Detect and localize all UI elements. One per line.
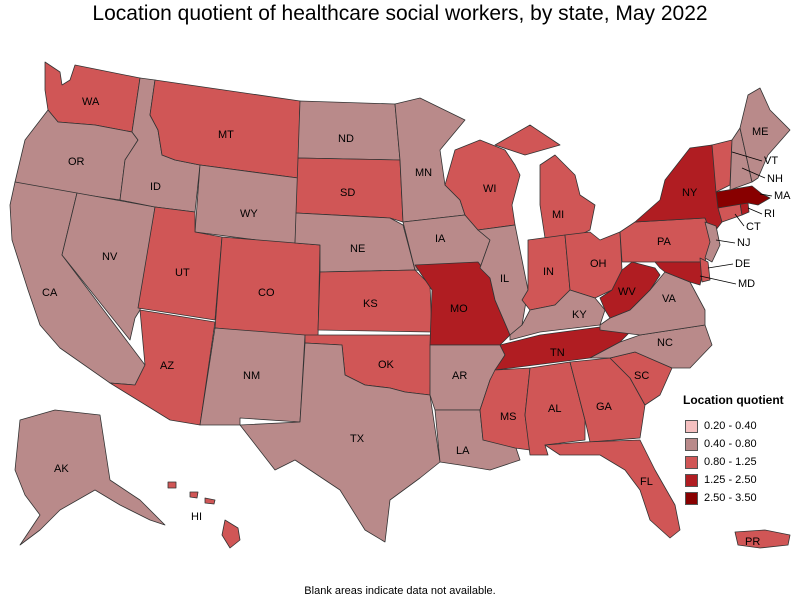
map-title: Location quotient of healthcare social w… [92,2,708,25]
leader-ct [734,213,745,227]
label-ak: AK [54,463,69,475]
label-al: AL [548,403,561,415]
label-ia: IA [435,233,446,245]
state-ak [14,409,166,546]
label-mt: MT [218,129,234,141]
label-sd: SD [340,187,355,199]
label-oh: OH [590,258,607,270]
state-az [109,309,216,426]
label-pa: PA [657,236,672,248]
label-md: MD [738,278,755,290]
legend-label-1: 0.40 - 0.80 [704,438,757,450]
label-ny: NY [682,187,698,199]
label-nv: NV [102,251,118,263]
legend-label-3: 1.25 - 2.50 [704,474,757,486]
state-de [699,257,711,283]
label-fl: FL [640,476,653,488]
footnote: Blank areas indicate data not available. [304,585,496,597]
state-tx [239,342,441,543]
leader-md [699,275,737,285]
label-wa: WA [82,96,100,108]
label-mo: MO [450,303,468,315]
state-pr [734,529,791,549]
label-ks: KS [363,298,378,310]
label-ar: AR [452,370,467,382]
label-sc: SC [634,370,649,382]
label-wy: WY [240,208,258,220]
label-nc: NC [657,337,673,349]
state-nd [297,100,401,161]
label-tn: TN [550,347,565,359]
legend: Location quotient 0.20 - 0.40 0.40 - 0.8… [683,393,798,507]
state-fl [544,439,681,539]
state-hi [167,481,241,549]
state-sd [295,157,404,223]
state-wi [444,139,521,231]
legend-label-4: 2.50 - 3.50 [704,492,757,504]
leader-ri [747,207,763,215]
legend-swatch-0 [685,419,698,433]
label-ok: OK [378,359,395,371]
label-nh: NH [767,173,783,185]
label-il: IL [500,273,509,285]
state-nj [704,221,721,263]
leader-nj [715,239,736,244]
label-in: IN [543,266,554,278]
legend-swatch-3 [685,473,698,487]
state-wv [599,261,661,319]
label-az: AZ [160,360,174,372]
label-nm: NM [243,370,260,382]
state-ma [715,185,771,209]
legend-label-2: 0.80 - 1.25 [704,456,757,468]
state-wy [194,164,299,246]
label-or: OR [68,156,85,168]
label-ca: CA [42,287,58,299]
label-wv: WV [618,286,636,298]
label-id: ID [150,181,161,193]
leader-nh [741,167,766,179]
legend-item: 2.50 - 3.50 [683,489,798,507]
state-ri [739,202,750,216]
legend-item: 0.80 - 1.25 [683,453,798,471]
legend-swatch-1 [685,437,698,451]
label-me: ME [752,126,769,138]
label-ri: RI [764,208,775,220]
label-mi: MI [552,209,564,221]
label-hi: HI [191,511,202,523]
leader-vt [731,151,763,162]
label-nd: ND [338,133,354,145]
leader-de [707,263,734,269]
state-ky [509,289,606,341]
label-ma: MA [774,190,791,202]
label-pr: PR [745,536,760,548]
label-ct: CT [746,221,761,233]
label-nj: NJ [737,237,750,249]
label-ne: NE [350,243,365,255]
label-va: VA [662,293,677,305]
state-mi [494,124,596,239]
legend-swatch-4 [685,491,698,505]
state-vt [711,139,733,193]
label-vt: VT [764,155,778,167]
legend-swatch-2 [685,455,698,469]
label-ut: UT [175,267,190,279]
label-wi: WI [483,183,496,195]
label-ms: MS [500,411,517,423]
label-ga: GA [596,401,613,413]
legend-item: 1.25 - 2.50 [683,471,798,489]
label-co: CO [258,287,275,299]
legend-item: 0.20 - 0.40 [683,417,798,435]
state-nc [589,324,713,369]
label-de: DE [735,258,750,270]
label-ky: KY [572,309,587,321]
leader-ma [759,193,773,197]
label-mn: MN [415,167,432,179]
legend-label-0: 0.20 - 0.40 [704,420,757,432]
label-tx: TX [350,433,365,445]
legend-title: Location quotient [683,393,784,407]
label-la: LA [456,445,470,457]
legend-item: 0.40 - 0.80 [683,435,798,453]
